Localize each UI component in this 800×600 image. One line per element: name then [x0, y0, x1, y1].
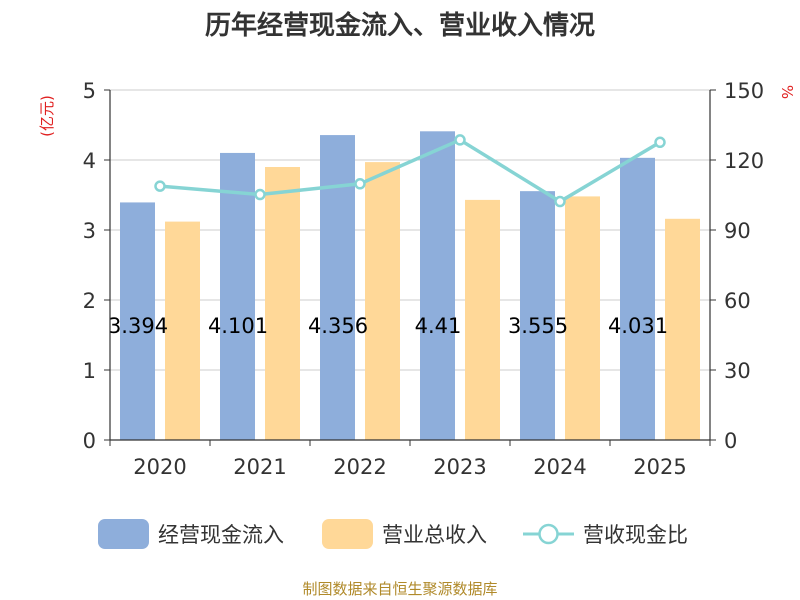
legend-label-ratio: 营收现金比 [583, 523, 688, 547]
ratio-point [154, 180, 166, 192]
data-label: 4.41 [415, 314, 462, 338]
x-axis-tick-label: 2023 [433, 455, 486, 479]
data-label: 3.394 [108, 314, 168, 338]
bars [120, 131, 700, 441]
left-axis-tick-label: 5 [83, 79, 96, 103]
bar-revenue [565, 196, 600, 440]
bar-revenue [365, 162, 400, 440]
data-label: 3.555 [508, 314, 568, 338]
source-note: 制图数据来自恒生聚源数据库 [302, 580, 497, 598]
right-axis-tick-label: 30 [724, 359, 751, 383]
data-label: 4.031 [608, 314, 668, 338]
data-label: 4.101 [208, 314, 268, 338]
left-axis-unit: (亿元) [38, 95, 56, 137]
ratio-point [554, 195, 566, 208]
x-axis-tick-label: 2022 [333, 455, 386, 479]
bar-cash-inflow [520, 191, 555, 440]
bar-cash-inflow [620, 157, 655, 440]
left-axis-tick-label: 0 [83, 429, 96, 453]
right-axis-tick-label: 150 [724, 79, 764, 103]
chart-title: 历年经营现金流入、营业收入情况 [205, 10, 595, 41]
right-axis-tick-label: 120 [724, 149, 764, 173]
legend: 经营现金流入 营业总收入 营收现金比 [98, 519, 688, 549]
legend-swatch-revenue [322, 519, 373, 549]
right-axis-tick-label: 90 [724, 219, 751, 243]
left-axis-tick-label: 3 [83, 219, 96, 243]
bar-cash-inflow [220, 152, 255, 440]
ratio-point [354, 178, 366, 190]
left-axis-tick-label: 4 [83, 149, 96, 173]
data-labels: 3.394 4.101 4.356 4.41 3.555 4.031 [108, 314, 668, 338]
legend-label-cash-inflow: 经营现金流入 [158, 523, 284, 547]
right-axis-unit: % [778, 85, 796, 99]
bar-revenue [165, 221, 200, 440]
bar-cash-inflow [320, 135, 355, 440]
ratio-point [454, 134, 466, 146]
legend-swatch-cash-inflow [98, 519, 149, 549]
left-axis-tick-label: 2 [83, 289, 96, 313]
right-axis-tick-label: 60 [724, 289, 751, 313]
bar-revenue [465, 199, 500, 440]
x-axis-tick-label: 2024 [533, 455, 586, 479]
ratio-point [654, 136, 666, 149]
bar-cash-inflow [120, 202, 155, 440]
axes: 0 1 2 3 4 5 0 30 60 90 120 150 2020 2021 2022 2023 2024 2… [83, 79, 764, 479]
bar-revenue [265, 167, 300, 440]
bar-revenue [665, 218, 700, 440]
legend-label-revenue: 营业总收入 [382, 523, 487, 547]
x-axis-tick-label: 2025 [633, 455, 686, 479]
x-axis-tick-label: 2020 [133, 455, 186, 479]
x-axis-tick-label: 2021 [233, 455, 286, 479]
data-label: 4.356 [308, 314, 368, 338]
right-axis-tick-label: 0 [724, 429, 737, 453]
grid-lines [110, 89, 710, 371]
ratio-line-path [159, 137, 661, 204]
ratio-line [154, 134, 666, 208]
ratio-point [254, 188, 266, 201]
bar-cash-inflow [420, 131, 455, 441]
left-axis-tick-label: 1 [83, 359, 96, 383]
legend-swatch-ratio-marker [538, 523, 559, 545]
